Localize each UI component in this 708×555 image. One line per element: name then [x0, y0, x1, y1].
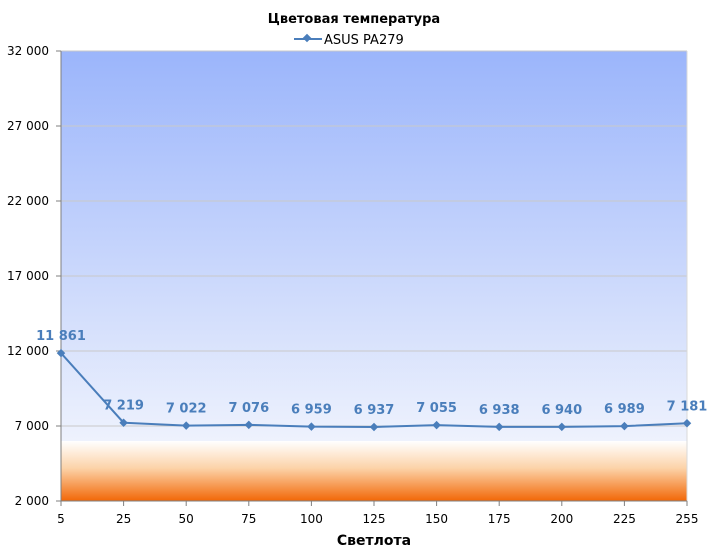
x-tick-label: 50: [179, 512, 194, 526]
x-tick-label: 150: [425, 512, 448, 526]
data-label: 6 938: [479, 403, 520, 418]
x-tick-label: 225: [613, 512, 636, 526]
data-label: 7 022: [166, 402, 207, 417]
x-tick-label: 5: [57, 512, 65, 526]
data-label: 6 989: [604, 402, 645, 417]
x-tick-label: 255: [676, 512, 699, 526]
data-point: [307, 422, 316, 431]
x-tick-label: 200: [550, 512, 573, 526]
y-tick-label: 7 000: [15, 419, 49, 433]
data-point: [620, 421, 629, 431]
data-point: [181, 421, 191, 430]
data-point: [494, 422, 504, 432]
data-point: [557, 422, 567, 432]
x-axis: 5 25 50 75 100 125 150 175 200 225 255: [57, 500, 699, 526]
data-label: 6 959: [291, 403, 332, 418]
data-label: 6 940: [541, 403, 582, 418]
x-tick-label: 125: [363, 512, 386, 526]
data-labels: 11 861 7 219 7 022 7 076 6 959 6 937 7 055 6 93…: [36, 329, 707, 418]
data-label: 11 861: [36, 329, 86, 344]
legend-marker: [302, 33, 312, 43]
y-tick-label: 12 000: [7, 344, 49, 358]
plot-bg-blue: [61, 51, 687, 441]
y-tick-label: 22 000: [7, 194, 49, 208]
x-tick-label: 75: [241, 512, 256, 526]
y-tick-label: 27 000: [7, 119, 49, 133]
data-label: 7 055: [416, 401, 457, 416]
plot-bg-orange: [61, 441, 687, 501]
x-tick-label: 175: [488, 512, 511, 526]
data-point: [369, 422, 379, 432]
series-asus-pa279: [56, 348, 692, 432]
x-tick-label: 25: [116, 512, 131, 526]
legend: ASUS PA279: [294, 33, 404, 48]
data-point: [56, 348, 66, 358]
y-axis: 2 000 7 000 12 000 17 000 22 000 27 000 32 000: [7, 44, 62, 508]
data-label: 6 937: [354, 403, 395, 418]
data-label: 7 181: [667, 399, 708, 414]
chart-title: Цветовая температура: [268, 12, 440, 27]
plot-background: [61, 51, 687, 501]
data-point: [244, 420, 254, 430]
data-point: [119, 418, 128, 427]
x-tick-label: 100: [300, 512, 323, 526]
y-tick-label: 17 000: [7, 269, 49, 283]
data-point: [432, 420, 441, 430]
data-point: [682, 419, 692, 428]
x-axis-title: Светлота: [337, 533, 411, 549]
legend-label: ASUS PA279: [324, 33, 404, 48]
y-tick-label: 2 000: [15, 494, 49, 508]
data-label: 7 219: [103, 399, 144, 414]
y-tick-label: 32 000: [7, 44, 49, 58]
data-label: 7 076: [228, 401, 269, 416]
